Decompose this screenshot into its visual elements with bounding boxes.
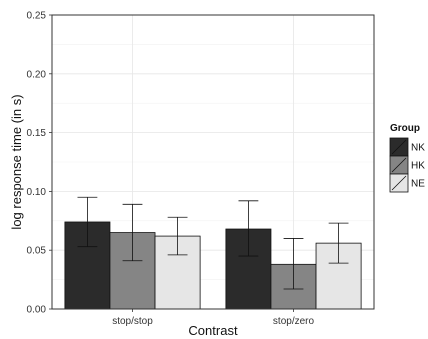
x-tick-label: stop/zero xyxy=(273,316,315,327)
legend-key-slash xyxy=(391,139,407,155)
y-tick-label: 0.25 xyxy=(27,11,47,22)
bars xyxy=(64,221,362,310)
legend-key-slash xyxy=(391,175,407,191)
legend: Group NK HK NE xyxy=(389,123,425,193)
x-tick-label: stop/stop xyxy=(112,316,153,327)
error-bars xyxy=(77,196,349,290)
y-tick-label: 0.05 xyxy=(27,246,47,257)
y-tick-label: 0.20 xyxy=(27,69,47,80)
axes: 0.00 0.05 0.10 0.15 0.20 0.25 stop/stop stop/ze… xyxy=(27,11,315,328)
legend-label-nk: NK xyxy=(411,143,425,154)
legend-label-hk: HK xyxy=(411,161,425,172)
legend-label-ne: NE xyxy=(411,179,425,190)
legend-key-slash xyxy=(391,157,407,173)
y-tick-label: 0.00 xyxy=(27,305,47,316)
plot-panel xyxy=(51,14,375,310)
y-axis-title: log response time (in s) xyxy=(9,94,24,229)
y-tick-label: 0.15 xyxy=(27,128,47,139)
y-tick-label: 0.10 xyxy=(27,187,47,198)
legend-title: Group xyxy=(390,123,420,134)
x-axis-title: Contrast xyxy=(188,323,238,338)
